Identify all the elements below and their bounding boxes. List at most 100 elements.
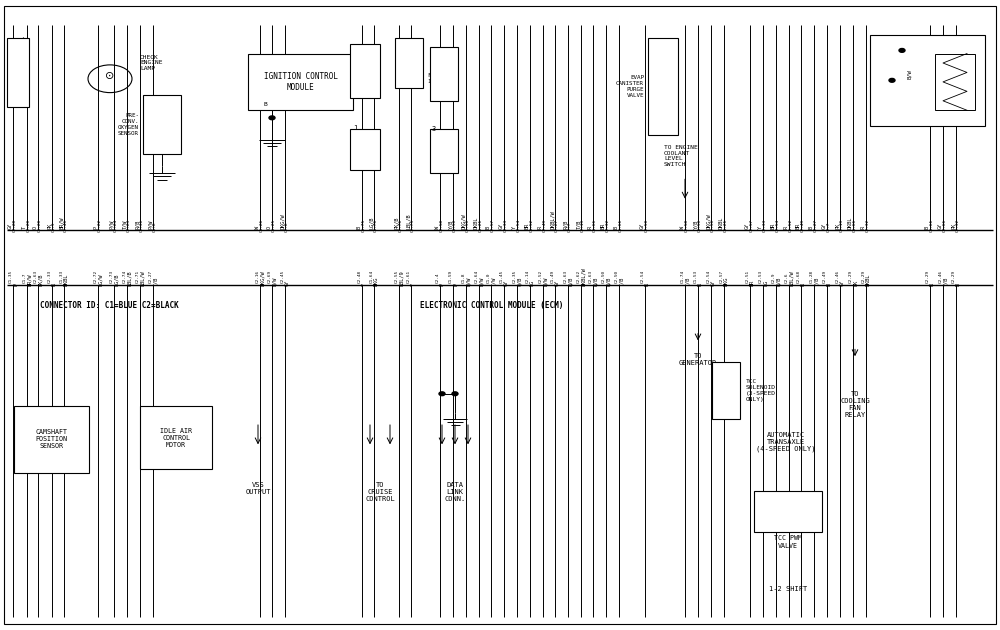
Text: DKG/W: DKG/W bbox=[706, 213, 711, 229]
Text: C2-63: C2-63 bbox=[34, 270, 38, 283]
Text: 1: 1 bbox=[353, 125, 357, 131]
Bar bbox=[712, 362, 740, 419]
Text: C2-58: C2-58 bbox=[685, 219, 689, 232]
Text: PK: PK bbox=[853, 280, 858, 286]
Text: LBL/W: LBL/W bbox=[140, 270, 145, 286]
Text: C2-54: C2-54 bbox=[641, 270, 645, 283]
Text: C2-56: C2-56 bbox=[466, 219, 470, 232]
Text: C2-4: C2-4 bbox=[436, 272, 440, 283]
Text: C2-54: C2-54 bbox=[776, 219, 780, 232]
Text: B: B bbox=[809, 226, 814, 229]
Bar bbox=[870, 35, 985, 126]
Bar bbox=[648, 38, 678, 135]
Text: C2-49: C2-49 bbox=[801, 219, 805, 232]
Text: C2-55: C2-55 bbox=[395, 270, 399, 283]
Text: PK/B: PK/B bbox=[38, 273, 43, 286]
Text: C2-69: C2-69 bbox=[268, 270, 272, 283]
Text: C2-63: C2-63 bbox=[564, 270, 568, 283]
Text: TCC
SOLENOID
(3-SPEED
ONLY): TCC SOLENOID (3-SPEED ONLY) bbox=[746, 379, 776, 402]
Text: 1-2 SHIFT: 1-2 SHIFT bbox=[769, 586, 807, 592]
Text: PK/B: PK/B bbox=[394, 216, 399, 229]
Text: R: R bbox=[930, 283, 935, 286]
Text: DKBL: DKBL bbox=[866, 273, 871, 286]
Text: B: B bbox=[614, 226, 619, 229]
Text: VSS
OUTPUT: VSS OUTPUT bbox=[245, 482, 271, 495]
Text: C1-35: C1-35 bbox=[9, 270, 13, 283]
Text: C2-49: C2-49 bbox=[543, 219, 547, 232]
Text: C2-57: C2-57 bbox=[491, 219, 495, 232]
Text: C1-50: C1-50 bbox=[453, 219, 457, 232]
Text: C1-75: C1-75 bbox=[362, 219, 366, 232]
Text: C1-49: C1-49 bbox=[551, 270, 555, 283]
Text: DKBL: DKBL bbox=[719, 216, 724, 229]
Text: C2-35: C2-35 bbox=[513, 270, 517, 283]
Text: C2-52: C2-52 bbox=[539, 270, 543, 283]
Text: C2-16: C2-16 bbox=[256, 270, 260, 283]
Text: LG/B: LG/B bbox=[369, 216, 374, 229]
Bar bbox=[248, 54, 353, 110]
Text: R: R bbox=[801, 283, 806, 286]
Text: C2-46: C2-46 bbox=[836, 270, 840, 283]
Text: LBL/B: LBL/B bbox=[406, 213, 411, 229]
Text: C2-9: C2-9 bbox=[772, 272, 776, 283]
Text: BR: BR bbox=[771, 222, 776, 229]
Text: GY: GY bbox=[504, 280, 509, 286]
Text: C2-56: C2-56 bbox=[711, 219, 715, 232]
Text: C2-24: C2-24 bbox=[114, 219, 118, 232]
Text: C2-46: C2-46 bbox=[64, 219, 68, 232]
Text: Y/B: Y/B bbox=[943, 277, 948, 286]
Text: FUEL
INJ.: FUEL INJ. bbox=[427, 73, 442, 84]
Text: C1-8: C1-8 bbox=[153, 221, 157, 232]
Text: BR: BR bbox=[525, 222, 530, 229]
Text: C2-32: C2-32 bbox=[866, 219, 870, 232]
Text: C1-21: C1-21 bbox=[479, 219, 483, 232]
Text: C2-6: C2-6 bbox=[785, 272, 789, 283]
Text: DKBL/W: DKBL/W bbox=[581, 267, 586, 286]
Text: C2-7: C2-7 bbox=[568, 221, 572, 232]
Text: C1-20: C1-20 bbox=[38, 219, 42, 232]
Text: C2-19: C2-19 bbox=[581, 219, 585, 232]
Text: C2-62: C2-62 bbox=[577, 270, 581, 283]
Bar bbox=[140, 406, 212, 469]
Text: B/W: B/W bbox=[907, 69, 912, 79]
Text: C2-50: C2-50 bbox=[615, 270, 619, 283]
Text: B: B bbox=[925, 226, 930, 229]
Text: W: W bbox=[680, 226, 685, 229]
Text: R: R bbox=[698, 283, 703, 286]
Text: C1-8: C1-8 bbox=[462, 272, 466, 283]
Text: B: B bbox=[357, 226, 362, 229]
Text: R: R bbox=[645, 283, 650, 286]
Text: BR: BR bbox=[601, 222, 606, 229]
Text: GY: GY bbox=[555, 280, 560, 286]
Text: C2-54: C2-54 bbox=[517, 219, 521, 232]
Text: C1-33: C1-33 bbox=[60, 270, 64, 283]
Text: C2-29: C2-29 bbox=[952, 270, 956, 283]
Text: C1-50: C1-50 bbox=[698, 219, 702, 232]
Bar bbox=[935, 54, 975, 110]
Text: C2-33: C2-33 bbox=[763, 219, 767, 232]
Text: LG: LG bbox=[530, 280, 535, 286]
Text: BR/W: BR/W bbox=[59, 216, 64, 229]
Text: C2-49: C2-49 bbox=[823, 270, 827, 283]
Bar bbox=[395, 38, 423, 88]
Text: B/W: B/W bbox=[466, 277, 471, 286]
Text: GY: GY bbox=[938, 222, 943, 229]
Text: T/W: T/W bbox=[122, 219, 127, 229]
Text: PK: PK bbox=[47, 222, 52, 229]
Text: C2-57: C2-57 bbox=[750, 219, 754, 232]
Text: DKG: DKG bbox=[374, 277, 379, 286]
Text: C2-72: C2-72 bbox=[94, 270, 98, 283]
Text: C2-57: C2-57 bbox=[720, 270, 724, 283]
Text: C2-27: C2-27 bbox=[555, 219, 559, 232]
Text: C2-8: C2-8 bbox=[285, 221, 289, 232]
Text: DKBL: DKBL bbox=[474, 216, 479, 229]
Text: C2-28: C2-28 bbox=[13, 219, 17, 232]
Circle shape bbox=[899, 49, 905, 52]
Text: IDLE AIR
CONTROL
MOTOR: IDLE AIR CONTROL MOTOR bbox=[160, 428, 192, 448]
Text: C2-50: C2-50 bbox=[602, 270, 606, 283]
Bar bbox=[14, 406, 89, 472]
Text: C2-76: C2-76 bbox=[399, 219, 403, 232]
Bar bbox=[430, 129, 458, 173]
Circle shape bbox=[889, 78, 895, 82]
Bar bbox=[350, 129, 380, 170]
